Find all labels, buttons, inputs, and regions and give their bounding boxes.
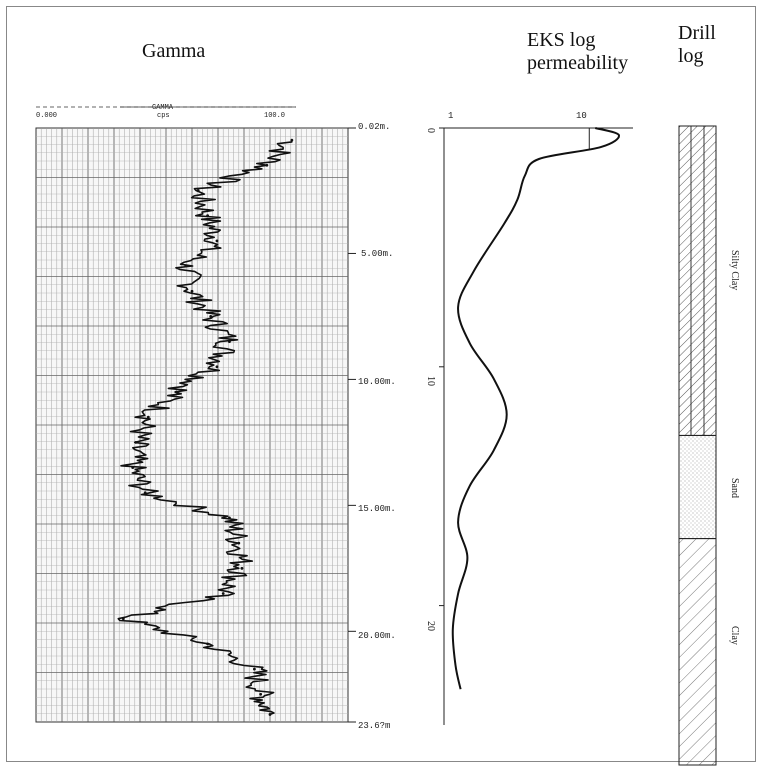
- depth-label-20: 20.00m.: [358, 631, 396, 641]
- gamma-data-point: [175, 390, 178, 394]
- gamma-axis-title: GAMMA: [152, 104, 174, 112]
- figure-frame: [6, 6, 756, 762]
- eks-header: EKS log permeability: [527, 29, 629, 74]
- gamma-data-point: [228, 516, 231, 520]
- gamma-data-point: [253, 667, 256, 671]
- drill-log-header: Drill log: [678, 22, 716, 67]
- gamma-data-point: [190, 289, 194, 293]
- gamma-unit-label: cps: [157, 112, 170, 120]
- gamma-data-point: [121, 617, 125, 621]
- drill-layer-sand: [678, 434, 717, 540]
- gamma-data-point: [221, 592, 225, 595]
- depth-label-15: 15.00m.: [358, 504, 396, 514]
- gamma-data-point: [143, 491, 147, 495]
- eks-x-tick-10: 10: [576, 111, 587, 121]
- gamma-data-point: [259, 692, 263, 696]
- gamma-data-point: [131, 466, 135, 469]
- eks-series-line: [451, 127, 620, 690]
- gamma-data-point: [206, 642, 210, 646]
- gamma-x-max-label: 100.0: [264, 112, 286, 120]
- gamma-header: Gamma: [142, 40, 206, 62]
- gamma-data-point: [228, 340, 231, 344]
- gamma-data-point: [268, 713, 272, 716]
- eks-x-tick-1: 1: [448, 111, 454, 121]
- drill-panel: [678, 125, 717, 766]
- depth-label-10: 10.00m.: [358, 377, 396, 387]
- gamma-data-point: [196, 189, 200, 192]
- gamma-data-point: [206, 214, 210, 218]
- gamma-data-point: [146, 415, 150, 419]
- gamma-data-point: [215, 365, 219, 369]
- gamma-data-point: [184, 264, 188, 268]
- drill-layer-silty-clay: [678, 125, 717, 436]
- gamma-data-point: [209, 315, 213, 318]
- drill-layer-clay: [678, 538, 717, 766]
- gamma-data-point: [237, 541, 241, 545]
- gamma-data-point: [215, 239, 219, 243]
- depth-label-bottom: 23.6?m: [358, 721, 391, 731]
- depth-label-5: 5.00m.: [361, 249, 394, 259]
- depth-label-0: 0.02m.: [358, 122, 391, 132]
- gamma-panel: [35, 106, 356, 723]
- gamma-series-line: [117, 140, 293, 716]
- gamma-data-point: [134, 440, 138, 444]
- gamma-data-point: [290, 138, 294, 142]
- eks-panel: [439, 127, 633, 725]
- gamma-data-point: [240, 566, 244, 570]
- gamma-x-min-label: 0.000: [36, 112, 58, 120]
- gamma-data-point: [265, 163, 269, 167]
